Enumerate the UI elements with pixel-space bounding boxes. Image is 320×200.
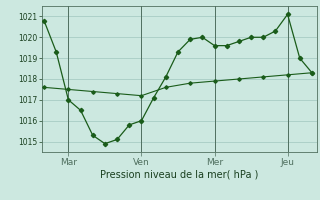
X-axis label: Pression niveau de la mer( hPa ): Pression niveau de la mer( hPa ) [100,169,258,179]
